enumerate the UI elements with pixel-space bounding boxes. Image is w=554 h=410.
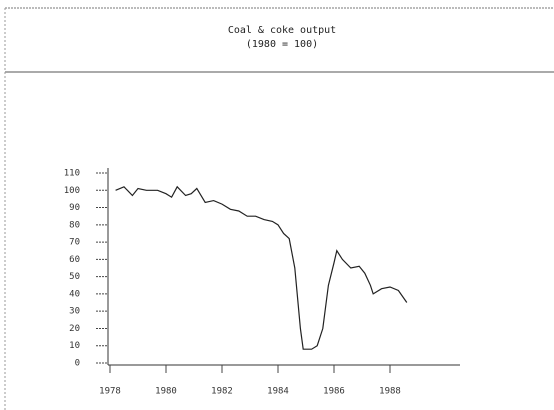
x-tick-label: 1984 <box>267 387 289 397</box>
y-tick-label: 50 <box>69 272 80 282</box>
y-tick-label: 100 <box>64 186 80 196</box>
x-tick-label: 1980 <box>155 387 177 397</box>
y-tick-label: 80 <box>69 220 80 230</box>
y-tick-label: 90 <box>69 203 80 213</box>
data-line <box>115 185 408 350</box>
y-tick-label: 10 <box>69 341 80 351</box>
x-tick-label: 1982 <box>211 387 233 397</box>
x-tick-label: 1986 <box>323 387 345 397</box>
y-tick-label: 110 <box>64 169 80 179</box>
y-tick-label: 30 <box>69 307 80 317</box>
y-tick-label: 0 <box>75 359 80 369</box>
x-tick-label: 1988 <box>379 387 401 397</box>
y-tick-label: 40 <box>69 289 80 299</box>
chart-subtitle: (1980 = 100) <box>246 39 318 50</box>
y-tick-label: 70 <box>69 238 80 248</box>
y-tick-label: 20 <box>69 324 80 334</box>
x-tick-label: 1978 <box>99 387 121 397</box>
y-tick-label: 60 <box>69 255 80 265</box>
chart-title: Coal & coke output <box>228 25 336 36</box>
